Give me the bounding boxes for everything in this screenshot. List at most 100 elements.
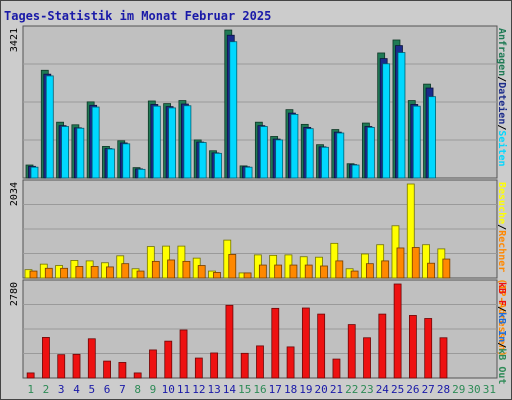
series-seiten	[30, 41, 436, 179]
bar	[168, 107, 177, 179]
bar	[45, 75, 54, 179]
panel-visits: 2034 Besuche/Rechner (IP-Adressen)	[9, 179, 507, 357]
bar	[183, 105, 192, 179]
bar	[225, 304, 234, 379]
bar	[210, 352, 219, 379]
day-label: 30	[467, 383, 480, 396]
legend-entry: Dateien	[496, 82, 508, 124]
day-label: 24	[376, 383, 390, 396]
bar	[442, 258, 451, 279]
day-label: 23	[360, 383, 373, 396]
bar	[347, 324, 356, 379]
panel-max-label: 3421	[9, 28, 20, 52]
bar	[366, 126, 375, 179]
bar	[427, 262, 435, 279]
bar	[335, 260, 344, 279]
panel-requests: 3421 Anfragen/Dateien/Seiten	[9, 25, 508, 179]
bar	[305, 128, 314, 179]
day-label: 10	[162, 383, 175, 396]
bar	[75, 266, 84, 279]
legend-entry: kB Out	[496, 348, 507, 384]
bar	[258, 264, 267, 279]
panel-legend: kB F/kB In/kB Out	[496, 282, 507, 384]
bar	[332, 358, 341, 379]
bar	[378, 313, 387, 379]
legend-entry: /	[496, 306, 507, 312]
bar	[336, 132, 345, 179]
day-label: 13	[208, 383, 221, 396]
bar	[259, 126, 268, 179]
day-label: 18	[284, 383, 297, 396]
bar	[197, 265, 206, 279]
bar	[350, 270, 359, 279]
day-label: 7	[119, 383, 126, 396]
series-kb-f	[26, 283, 448, 379]
day-label: 1	[27, 383, 34, 396]
legend-entry: /	[496, 224, 507, 230]
bar	[133, 372, 142, 379]
series-rechner-ip-adressen-	[29, 247, 451, 279]
bar	[57, 354, 66, 379]
legend-entry: Seiten	[496, 130, 508, 166]
bar	[179, 329, 188, 379]
legend-entry: Anfragen	[496, 28, 507, 76]
bar	[321, 146, 329, 179]
day-label: 16	[253, 383, 266, 396]
bar	[76, 127, 85, 179]
bar	[275, 139, 284, 179]
day-label: 14	[223, 383, 237, 396]
legend-entry: kB In	[496, 312, 507, 342]
day-label: 9	[150, 383, 157, 396]
day-label: 25	[391, 383, 404, 396]
day-label: 19	[299, 383, 312, 396]
bar	[393, 283, 402, 379]
legend-entry: /	[496, 76, 507, 82]
day-label: 15	[238, 383, 251, 396]
bar	[271, 307, 280, 379]
panel-legend: Besuche/Rechner (IP-Adressen)	[496, 182, 507, 357]
day-label: 12	[192, 383, 205, 396]
bar	[90, 266, 99, 279]
bar	[91, 106, 100, 179]
panel-max-label: 2034	[9, 182, 20, 206]
day-label: 3	[58, 383, 65, 396]
bar	[396, 247, 405, 279]
legend-entry: Besuche	[496, 182, 507, 224]
bar	[44, 267, 53, 279]
bar	[317, 313, 326, 379]
bar	[428, 96, 436, 179]
bar	[439, 337, 448, 379]
legend-entry: /	[496, 342, 507, 348]
bar	[152, 105, 161, 179]
bar	[289, 264, 298, 279]
bar	[320, 265, 328, 279]
bar	[422, 244, 430, 279]
bar	[42, 337, 50, 379]
day-label: 21	[330, 383, 343, 396]
bar	[72, 353, 81, 379]
bar	[26, 372, 35, 379]
bar	[409, 315, 417, 379]
bar	[107, 148, 115, 179]
bar	[213, 272, 221, 279]
panel-legend: Anfragen/Dateien/Seiten	[496, 28, 508, 167]
day-label: 5	[88, 383, 95, 396]
day-label: 31	[483, 383, 496, 396]
legend-entry: kB F	[496, 282, 507, 306]
panel-max-label: 2780	[9, 282, 20, 306]
day-label: 8	[134, 383, 141, 396]
bar	[381, 260, 390, 279]
bar	[363, 337, 371, 379]
day-label: 27	[422, 383, 435, 396]
bar	[424, 318, 433, 379]
bar	[290, 114, 299, 179]
bar	[412, 105, 421, 179]
day-label: 4	[73, 383, 80, 396]
bar	[137, 168, 146, 179]
bar	[136, 270, 145, 279]
bar	[29, 270, 38, 279]
bar	[228, 254, 237, 279]
bar	[256, 345, 264, 379]
